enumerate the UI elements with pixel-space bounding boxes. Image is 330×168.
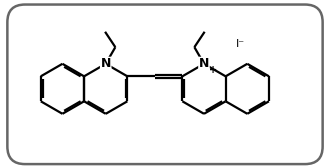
Text: N: N — [101, 57, 111, 70]
Text: I⁻: I⁻ — [236, 39, 246, 49]
Text: N: N — [199, 57, 209, 70]
Text: +: + — [209, 65, 217, 75]
